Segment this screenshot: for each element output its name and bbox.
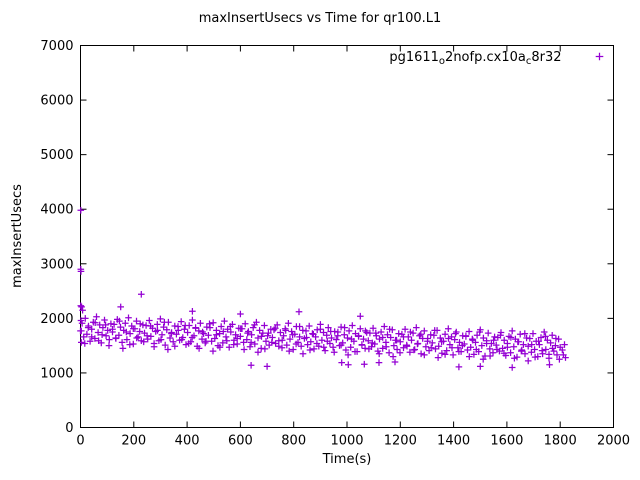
y-tick-label: 2000 [40,312,73,327]
x-tick-label: 1200 [384,434,417,449]
legend-label: pg1611o2nofp.cx10ac8r32 [389,50,561,67]
y-tick-label: 1000 [40,366,73,381]
y-tick-label: 4000 [40,203,73,218]
x-tick-label: 2000 [597,434,630,449]
x-tick-label: 1800 [544,434,577,449]
y-tick-label: 6000 [40,94,73,109]
x-tick-label: 200 [121,434,146,449]
x-tick-label: 0 [76,434,84,449]
y-tick-label: 3000 [40,257,73,272]
x-tick-label: 600 [228,434,253,449]
scatter-points [77,207,569,371]
chart-title: maxInsertUsecs vs Time for qr100.L1 [198,11,442,26]
plot-border [80,45,614,428]
x-tick-label: 800 [281,434,306,449]
legend-marker-icon [595,52,604,61]
x-tick-label: 1600 [490,434,523,449]
y-tick-label: 5000 [40,148,73,163]
x-tick-label: 1000 [330,434,363,449]
y-tick-label: 0 [65,421,73,436]
x-tick-label: 400 [175,434,200,449]
y-tick-label: 7000 [40,39,73,54]
x-axis-label: Time(s) [322,452,372,467]
x-tick-label: 1400 [437,434,470,449]
